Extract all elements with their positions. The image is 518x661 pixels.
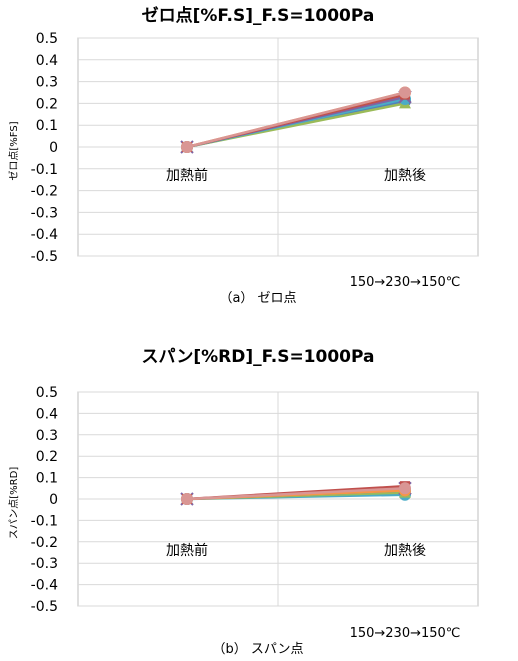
- series-line: [186, 487, 406, 501]
- y-tick-label: -0.1: [31, 513, 58, 529]
- y-tick-label: 0: [49, 492, 58, 508]
- chart-1: ゼロ点[%F.S]_F.S=1000Pa 0.5 0.4 0.3 0.2 0.1 0 -0.1…: [8, 5, 479, 306]
- y-tick-label: 0.4: [36, 406, 58, 422]
- figure-caption: （b） スパン点: [212, 642, 303, 657]
- y-tick-label: 0.3: [36, 75, 58, 91]
- y-tick-label: -0.5: [31, 249, 58, 265]
- data-point: [399, 86, 411, 99]
- y-tick-label: -0.3: [31, 205, 58, 221]
- temperature-note: 150→230→150℃: [350, 275, 461, 290]
- category-label: 加熱前: [166, 167, 208, 184]
- data-point: [399, 482, 411, 495]
- category-label: 加熱後: [384, 543, 426, 559]
- chart-2: スパン[%RD]_F.S=1000Pa 0.5 0.4 0.3 0.2 0.1 0 -0.1 -…: [8, 347, 479, 657]
- category-label: 加熱前: [166, 542, 208, 559]
- y-tick-label: -0.1: [31, 162, 58, 178]
- y-tick-label: -0.3: [31, 556, 58, 572]
- chart-title: スパン[%RD]_F.S=1000Pa: [142, 347, 375, 367]
- y-tick-label: 0.5: [36, 31, 58, 47]
- y-tick-label: 0.4: [36, 53, 58, 69]
- data-point: [181, 141, 193, 153]
- y-tick-label: 0.1: [36, 471, 58, 487]
- y-tick-label: 0.3: [36, 428, 58, 444]
- y-tick-label: 0.1: [36, 118, 58, 134]
- y-tick-label: 0: [49, 140, 58, 156]
- y-tick-label: 0.5: [36, 385, 58, 401]
- y-tick-label: 0.2: [36, 449, 58, 465]
- series-line: [186, 91, 406, 149]
- temperature-note: 150→230→150℃: [350, 626, 461, 641]
- y-axis-label: ゼロ点[%FS]: [8, 121, 20, 180]
- y-tick-label: -0.5: [31, 599, 58, 615]
- figure-caption: （a） ゼロ点: [219, 291, 296, 306]
- y-tick-label: -0.2: [31, 184, 58, 200]
- y-tick-label: -0.4: [31, 578, 58, 594]
- y-tick-label: 0.2: [36, 96, 58, 112]
- chart-title: ゼロ点[%F.S]_F.S=1000Pa: [142, 5, 375, 26]
- data-point: [181, 493, 193, 505]
- y-tick-label: -0.4: [31, 227, 58, 243]
- category-label: 加熱後: [384, 168, 426, 184]
- y-tick-label: -0.2: [31, 535, 58, 551]
- y-axis-label: スパン点[%RD]: [8, 467, 20, 540]
